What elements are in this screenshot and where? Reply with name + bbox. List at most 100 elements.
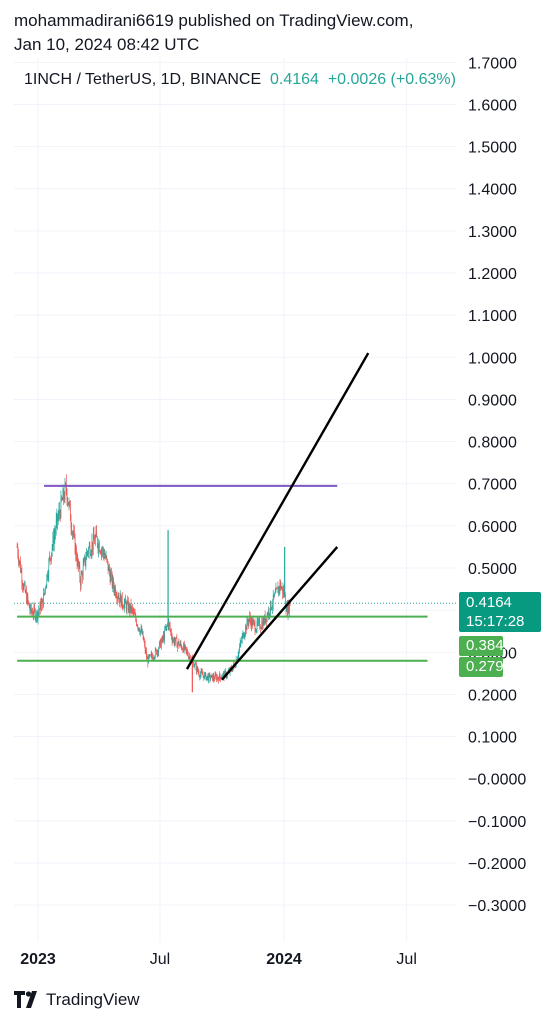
candle-body (53, 536, 54, 546)
candle-body (187, 651, 188, 656)
candle-body (100, 552, 101, 554)
candle-body (216, 677, 218, 681)
y-tick-label: −0.3000 (468, 898, 526, 915)
candle-body (270, 601, 272, 610)
candle-body (271, 608, 273, 610)
candle-body (76, 547, 77, 559)
candle-body (239, 646, 240, 651)
candle-body (240, 641, 242, 643)
candle-body (239, 642, 241, 647)
candle-body (173, 638, 174, 641)
y-tick-label: 0.9000 (468, 392, 517, 409)
candle-body (122, 605, 124, 608)
candle-body (254, 621, 255, 623)
candle-body (273, 594, 275, 597)
candle-body (175, 637, 177, 639)
candle-body (139, 630, 141, 634)
candle-body (41, 599, 43, 603)
candle-body (288, 602, 290, 613)
candle-body (49, 556, 51, 559)
candle-body (186, 650, 188, 652)
candle-body (145, 651, 147, 652)
candle-body (200, 674, 201, 678)
candle-body (63, 498, 65, 500)
candle-body (218, 678, 219, 681)
candle-body (20, 561, 21, 572)
candle-body (155, 649, 157, 651)
candle-body (217, 677, 219, 679)
candle-body (143, 639, 145, 642)
y-tick-label: 1.5000 (468, 140, 517, 157)
candle-body (154, 649, 156, 657)
candle-body (55, 520, 57, 531)
candle-body (278, 586, 279, 594)
candle-body (129, 604, 130, 612)
candle-body (198, 672, 200, 677)
y-tick-label: 0.1000 (468, 730, 517, 747)
candle-body (106, 555, 108, 560)
candle-body (276, 588, 277, 590)
candle-body (165, 626, 167, 630)
candle-body (210, 675, 212, 679)
candle-body (258, 620, 260, 622)
candle-body (148, 655, 150, 657)
candle-body (168, 622, 170, 627)
candle-body (92, 534, 94, 549)
candle-body (172, 640, 174, 642)
candle-body (110, 574, 112, 582)
candle-body (214, 678, 215, 680)
candle-body (252, 620, 254, 626)
candle-body (156, 649, 157, 655)
candle-body (181, 648, 183, 650)
candle-body (174, 641, 176, 644)
candle-body (126, 603, 128, 611)
candle-body (101, 550, 103, 552)
candle-body (121, 595, 122, 607)
candle-body (285, 595, 286, 607)
candle-body (22, 585, 24, 590)
support-2-value: 0.2798 (466, 658, 512, 675)
candle-body (167, 624, 168, 627)
candle-body (103, 548, 104, 554)
candle-body (81, 573, 83, 575)
candle-body (246, 619, 248, 630)
tradingview-brand[interactable]: TradingView (14, 990, 140, 1010)
candle-body (177, 641, 179, 644)
candle-body (274, 592, 276, 594)
candle-body (77, 559, 79, 565)
candle-body (283, 589, 284, 594)
candle-body (267, 614, 269, 616)
candle-body (184, 645, 186, 650)
candle-body (193, 660, 194, 668)
candle-body (190, 656, 191, 662)
y-tick-label: 0.2000 (468, 687, 517, 704)
candle-body (289, 602, 291, 606)
candle-body (94, 537, 96, 544)
tradingview-logo-icon (14, 991, 37, 1008)
candle-body (138, 627, 139, 629)
candle-body (18, 555, 19, 562)
y-tick-label: 1.3000 (468, 224, 517, 241)
y-tick-label: 1.2000 (468, 266, 517, 283)
candle-body (244, 633, 246, 637)
candle-body (153, 658, 155, 659)
y-tick-label: 0.5000 (468, 561, 517, 578)
candle-body (68, 501, 70, 506)
candle-body (272, 604, 273, 609)
candle-body (219, 674, 221, 677)
candle-body (165, 628, 166, 630)
candle-body (262, 619, 264, 629)
candle-body (279, 582, 281, 590)
y-tick-label: 1.1000 (468, 308, 517, 325)
candle-body (224, 671, 225, 678)
candle-body (241, 640, 242, 642)
candle-body (123, 607, 124, 609)
candle-body (59, 512, 61, 518)
candle-body (93, 534, 95, 541)
candle-body (91, 541, 93, 553)
candle-body (84, 557, 85, 561)
candle-body (183, 643, 184, 652)
candle-body (196, 664, 197, 672)
candle-body (95, 530, 97, 538)
